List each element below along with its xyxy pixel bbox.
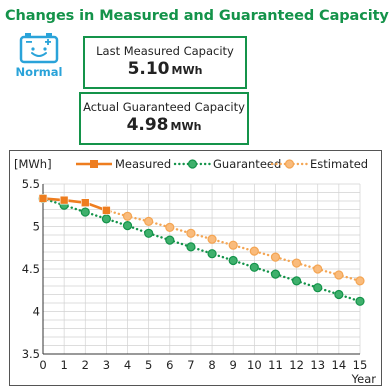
guaranteed-data-point — [122, 221, 133, 231]
x-tick-label: 1 — [60, 358, 67, 372]
estimated-data-point — [228, 240, 238, 250]
y-tick-label: 4.5 — [22, 262, 40, 276]
x-tick-label: 15 — [353, 358, 368, 372]
estimated-data-point — [249, 246, 259, 256]
legend-measured-marker — [90, 160, 98, 168]
measured-data-point — [80, 198, 90, 208]
estimated-data-point — [165, 222, 175, 232]
guaranteed-data-point — [101, 214, 112, 224]
x-tick-label: 14 — [332, 358, 347, 372]
guaranteed-data-point — [334, 289, 344, 300]
status-label: Normal — [15, 65, 63, 79]
measured-data-point — [38, 194, 48, 203]
guaranteed-data-point — [313, 283, 323, 293]
x-axis-label: Year — [351, 372, 377, 385]
estimated-data-point — [334, 270, 344, 280]
guaranteed-data-point — [270, 269, 281, 279]
guaranteed-data-point — [165, 235, 175, 245]
x-tick-label: 12 — [289, 358, 304, 372]
measured-data-point — [102, 206, 111, 215]
measured-value: 5.10 — [127, 59, 170, 79]
x-tick-label: 13 — [310, 358, 325, 372]
actual-guaranteed-capacity-label: Actual Guaranteed Capacity — [83, 100, 245, 114]
estimated-data-point — [292, 258, 302, 268]
estimated-data-point — [313, 264, 323, 274]
actual-guaranteed-capacity-box: Actual Guaranteed Capacity 4.98 MWh — [79, 92, 249, 145]
legend-guaranteed-marker — [187, 159, 198, 169]
y-tick-label: 5.5 — [22, 177, 40, 191]
guaranteed-data-point — [228, 255, 238, 266]
y-tick-label: 3.5 — [22, 347, 40, 361]
x-tick-label: 0 — [39, 358, 46, 372]
guaranteed-value: 4.98 — [126, 115, 169, 135]
actual-guaranteed-capacity-value: 4.98 MWh — [81, 115, 247, 135]
battery-smile-icon — [19, 33, 59, 64]
estimated-data-point — [122, 211, 133, 221]
guaranteed-data-point — [207, 249, 217, 259]
x-tick-label: 3 — [103, 358, 110, 372]
capacity-chart: 3.544.555.50 1 2 3 4 5 6 7 8 9 10 11 12 13 14 15[MWh]Ye… — [14, 157, 377, 385]
measured-data-point — [59, 195, 69, 205]
last-measured-capacity-box: Last Measured Capacity 5.10 MWh — [83, 36, 247, 89]
estimated-data-point — [207, 234, 217, 244]
guaranteed-data-point — [80, 207, 90, 217]
legend-guaranteed-label: Guaranteed — [213, 157, 281, 171]
guaranteed-data-point — [355, 296, 365, 306]
x-tick-label: 4 — [124, 358, 131, 372]
x-tick-label: 9 — [230, 358, 237, 372]
y-tick-label: 5 — [33, 220, 40, 234]
guaranteed-data-point — [249, 262, 259, 272]
guaranteed-data-point — [144, 228, 154, 238]
estimated-data-point — [186, 228, 196, 238]
y-axis-label: [MWh] — [14, 157, 52, 171]
estimated-data-point — [355, 276, 365, 286]
guaranteed-series-line — [41, 197, 362, 303]
x-tick-label: 2 — [82, 358, 89, 372]
last-measured-capacity-value: 5.10 MWh — [85, 59, 245, 79]
status-indicator: Normal — [0, 32, 78, 79]
measured-unit: MWh — [171, 64, 203, 77]
x-tick-label: 8 — [208, 358, 215, 372]
last-measured-capacity-label: Last Measured Capacity — [96, 44, 234, 58]
legend-estimated-marker — [284, 159, 295, 169]
guaranteed-data-point — [186, 242, 196, 252]
x-tick-label: 11 — [268, 358, 283, 372]
x-tick-label: 7 — [187, 358, 194, 372]
legend-estimated-label: Estimated — [310, 157, 368, 171]
page-title: Changes in Measured and Guaranteed Capac… — [5, 8, 389, 24]
x-tick-label: 6 — [166, 358, 173, 372]
legend-measured-label: Measured — [115, 157, 171, 171]
y-tick-label: 4 — [33, 305, 40, 319]
estimated-data-point — [144, 216, 154, 227]
x-tick-label: 10 — [247, 358, 262, 372]
capacity-chart-frame: 3.5 4 4.5 5 5.5 0 1 2 3 4 5 6 7 8 9 10 11 12 13 14 15 [MWh] Ye… — [9, 150, 382, 386]
measured-series-line — [42, 197, 107, 212]
guaranteed-unit: MWh — [170, 120, 202, 133]
estimated-data-point — [270, 252, 281, 262]
x-tick-label: 5 — [145, 358, 152, 372]
guaranteed-data-point — [292, 276, 302, 286]
